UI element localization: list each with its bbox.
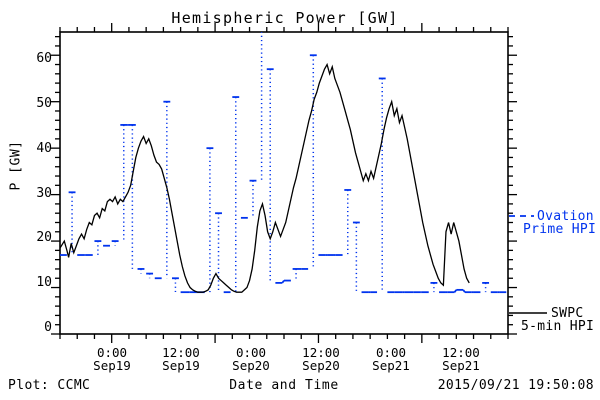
x-tick-label-4-date: Sep21 [372, 358, 410, 373]
x-tick-label-4-time: 0:00 [375, 345, 407, 360]
y-tick-label-30: 30 [36, 186, 52, 201]
y-tick-label-20: 20 [36, 230, 52, 245]
y-tick-label-10: 10 [36, 275, 52, 290]
x-tick-label-0-time: 0:00 [96, 345, 128, 360]
legend-ovation-label-line1: Ovation [537, 209, 594, 224]
chart-title: Hemispheric Power [GW] [171, 9, 399, 27]
legend-markers [509, 215, 547, 314]
x-tick-label-5-time: 12:00 [442, 345, 480, 360]
x-tick-label-3-time: 12:00 [302, 345, 340, 360]
x-tick-label-2-time: 0:00 [235, 345, 267, 360]
y-tick-label-0: 0 [44, 320, 52, 335]
x-tick-label-2-date: Sep20 [232, 358, 270, 373]
series-ovation-prime-hpi [60, 32, 507, 294]
legend-swpc-label-line1: SWPC [551, 306, 584, 321]
y-tick-label-60: 60 [36, 51, 52, 66]
y-tick-label-40: 40 [36, 141, 52, 156]
legend-swpc-label-line2: 5-min HPI [521, 319, 595, 334]
x-tick-label-1-time: 12:00 [162, 345, 200, 360]
x-axis-label: Date and Time [229, 378, 339, 393]
x-tick-label-5-date: Sep21 [442, 358, 480, 373]
axis-ticks [51, 23, 517, 343]
series-swpc-5min-hpi [60, 62, 470, 293]
x-tick-label-0-date: Sep19 [93, 358, 131, 373]
axes-frame [59, 31, 509, 335]
x-tick-label-1-date: Sep19 [162, 358, 200, 373]
footer-timestamp: 2015/09/21 19:50:08 [437, 378, 594, 393]
x-tick-label-3-date: Sep20 [302, 358, 340, 373]
y-tick-label-50: 50 [36, 96, 52, 111]
footer-plot-source: Plot: CCMC [8, 378, 91, 393]
legend-ovation-label-line2: Prime HPI [523, 222, 597, 237]
